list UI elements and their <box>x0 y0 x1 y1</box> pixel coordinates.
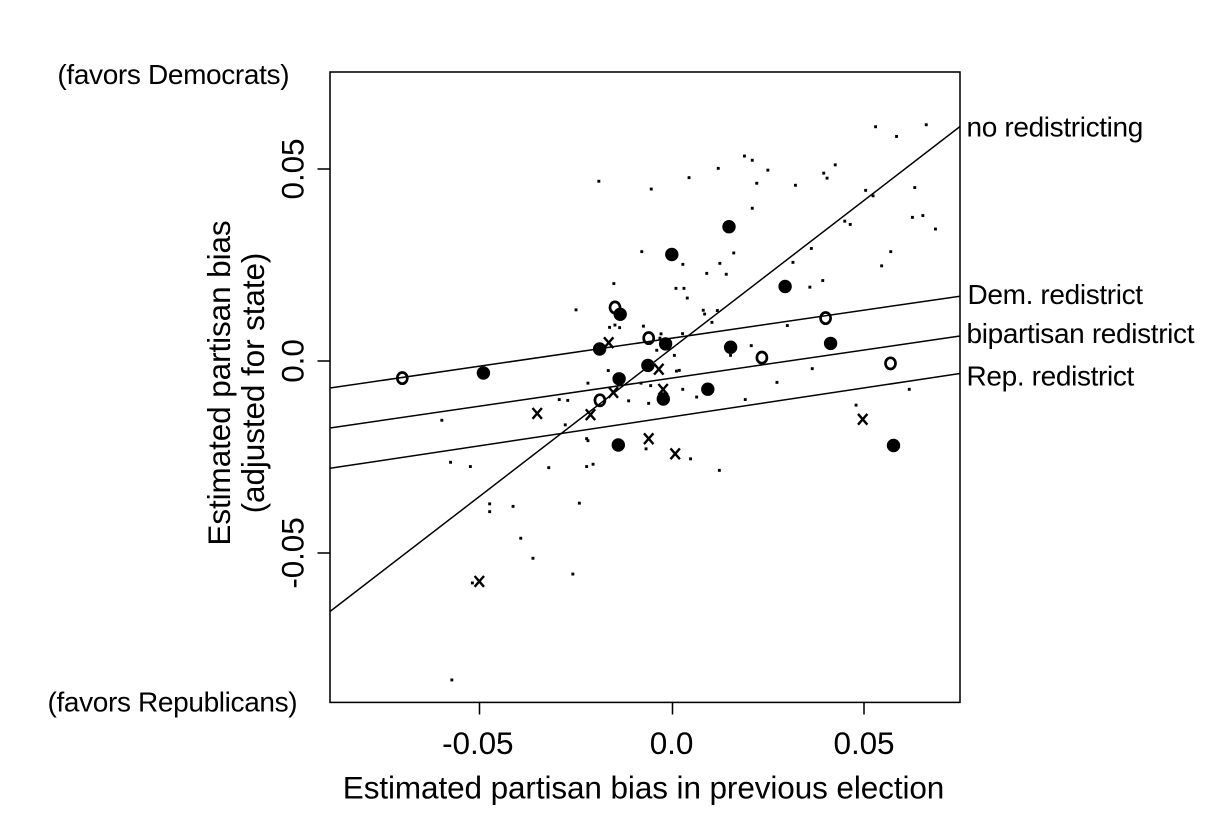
svg-text:-0.05: -0.05 <box>442 725 513 761</box>
svg-text:0.05: 0.05 <box>834 725 895 761</box>
svg-text:Estimated partisan bias in pre: Estimated partisan bias in previous elec… <box>343 770 944 806</box>
svg-text:(favors Democrats): (favors Democrats) <box>57 59 289 90</box>
svg-text:no redistricting: no redistricting <box>967 111 1143 142</box>
svg-text:-0.05: -0.05 <box>275 517 311 588</box>
svg-text:(favors Republicans): (favors Republicans) <box>48 686 298 717</box>
svg-text:Dem. redistrict: Dem. redistrict <box>968 279 1144 310</box>
svg-text:Rep. redistrict: Rep. redistrict <box>967 361 1135 392</box>
svg-text:0.05: 0.05 <box>275 139 311 200</box>
svg-text:0.0: 0.0 <box>275 339 311 383</box>
svg-text:Estimated partisan bias: Estimated partisan bias <box>201 220 237 545</box>
svg-text:(adjusted for state): (adjusted for state) <box>235 253 271 514</box>
svg-text:0.0: 0.0 <box>650 725 694 761</box>
svg-text:bipartisan redistrict: bipartisan redistrict <box>967 318 1195 349</box>
